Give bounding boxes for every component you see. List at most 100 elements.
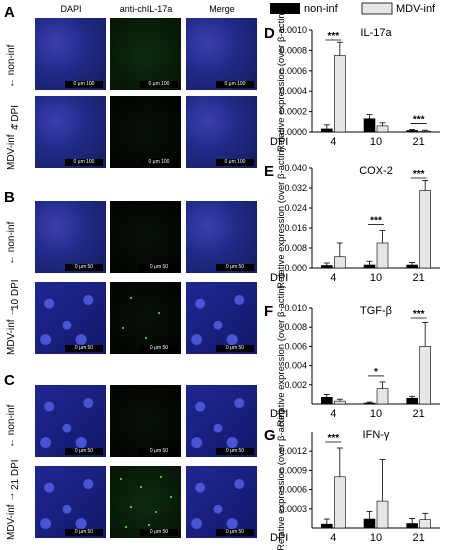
column-header-dapi: DAPI (60, 4, 82, 14)
row-label-c-mdvinf: MDV-inf → (6, 491, 17, 540)
chart-g-x-tick-label: 21 (413, 532, 425, 544)
chart-e-y-tick-label: 0.040 (284, 163, 307, 173)
scale-bar: 0 μm 50 (140, 345, 178, 352)
chart-d-title: IL-17a (360, 27, 392, 39)
chart-d-y-tick-label: 0.0000 (279, 127, 307, 137)
scale-bar: 0 μm 100 (140, 81, 178, 88)
micrograph-b-noninf-il17a: 0 μm 50 (110, 201, 181, 273)
chart-g-bar-non-inf (363, 518, 376, 529)
chart-g-x-tick-label: 4 (330, 532, 336, 544)
chart-g-bar-non-inf (321, 523, 333, 529)
chart-f-y-tick-label: 0.002 (284, 380, 307, 390)
micrograph-b-noninf-dapi: 0 μm 50 (35, 201, 106, 273)
scale-bar: 0 μm 100 (216, 159, 254, 166)
chart-e-y-tick-label: 0.032 (284, 183, 307, 193)
chart-d-x-tick-label: 10 (370, 136, 382, 148)
micrograph-a-noninf-dapi: 0 μm 100 (35, 18, 106, 90)
micrograph-a-mdvinf-il17a: 0 μm 100 (110, 96, 181, 168)
scale-bar: 0 μm 50 (65, 448, 103, 455)
chart-e-bar-mdv-inf (376, 242, 389, 269)
chart-d-significance-label: *** (327, 31, 339, 42)
chart-e-y-tick-label: 0.016 (284, 223, 307, 233)
chart-d-bar-mdv-inf (376, 125, 389, 133)
micrograph-a-noninf-merge: 0 μm 100 (186, 18, 257, 90)
chart-g-y-tick-label: 0.0006 (279, 485, 307, 495)
chart-g-y-tick-label: 0.0009 (279, 465, 307, 475)
scale-bar: 0 μm 100 (140, 159, 178, 166)
chart-g-title: IFN-γ (363, 429, 390, 441)
chart-f-panel-label: F (264, 303, 273, 320)
chart-e-x-label: DPI (270, 272, 288, 284)
scale-bar: 0 μm 100 (65, 81, 103, 88)
chart-d-panel-label: D (264, 25, 275, 42)
micrograph-c-noninf-il17a: 0 μm 50 (110, 385, 181, 457)
chart-d-y-tick-label: 0.0002 (279, 107, 307, 117)
column-header-anti-chil-17a: anti-chIL-17a (119, 4, 173, 14)
chart-d-bar-mdv-inf (334, 55, 346, 133)
chart-g-bar-mdv-inf (419, 519, 431, 529)
chart-e-y-tick-label: 0.008 (284, 243, 307, 253)
chart-f-bar-non-inf (321, 396, 333, 405)
chart-d-x-tick-label: 21 (413, 136, 425, 148)
chart-e-x-tick-label: 4 (330, 272, 336, 284)
row-label-b-mdvinf: MDV-inf → (6, 306, 17, 355)
micrograph-c-mdvinf-il17a: 0 μm 50 (110, 466, 181, 538)
row-label-b-dpi: 10 DPI (10, 279, 21, 310)
chart-e-y-tick-label: 0.024 (284, 203, 307, 213)
row-label-b-noninf: ← non-inf (6, 221, 17, 265)
chart-d-y-label: Relative expression (over β-actin) (276, 10, 287, 152)
chart-f-x-label: DPI (270, 408, 288, 420)
micrograph-b-mdvinf-il17a: 0 μm 50 (110, 282, 181, 354)
chart-f-significance-label: *** (413, 309, 425, 320)
column-header-merge: Merge (209, 4, 235, 14)
chart-f-x-tick-label: 10 (370, 408, 382, 420)
micrograph-a-noninf-il17a: 0 μm 100 (110, 18, 181, 90)
legend-swatch-non-inf (270, 3, 300, 14)
charts-svg: non-inf MDV-inf D IL-17a 0.0010 0.0008 0.000… (264, 2, 440, 550)
chart-e-bar-non-inf (363, 264, 376, 269)
chart-f-bar-mdv-inf (419, 346, 431, 405)
chart-e-title: COX-2 (359, 165, 393, 177)
micrograph-b-mdvinf-dapi: 0 μm 50 (35, 282, 106, 354)
chart-e-y-label: Relative expression (over β-actin) (276, 147, 287, 289)
scale-bar: 0 μm 50 (216, 448, 254, 455)
chart-g-bar-mdv-inf (376, 500, 389, 529)
chart-e-x-tick-label: 21 (413, 272, 425, 284)
scale-bar: 0 μm 50 (140, 529, 178, 536)
micrograph-b-noninf-merge: 0 μm 50 (186, 201, 257, 273)
scale-bar: 0 μm 100 (65, 159, 103, 166)
chart-f-significance-label: * (374, 367, 378, 378)
chart-f-bar-mdv-inf (334, 400, 346, 405)
chart-e-bar-non-inf (321, 265, 333, 269)
chart-d-x-tick-label: 4 (330, 136, 336, 148)
chart-d-y-tick-label: 0.0004 (279, 86, 307, 96)
micrograph-c-mdvinf-dapi: 0 μm 50 (35, 466, 106, 538)
chart-e-bar-mdv-inf (419, 190, 431, 269)
row-label-c-dpi: 21 DPI (10, 459, 21, 490)
row-label-a-noninf: ← non-inf (6, 44, 17, 88)
scale-bar: 0 μm 50 (65, 529, 103, 536)
chart-d-bar-non-inf (406, 130, 418, 133)
chart-f-bar-mdv-inf (376, 388, 389, 405)
chart-g-y-label: Relative expression (over β-actin) (276, 409, 287, 550)
scale-bar: 0 μm 50 (140, 448, 178, 455)
chart-e-bar-mdv-inf (334, 256, 346, 269)
chart-f-y-label: Relative expression (over β-actin) (276, 285, 287, 427)
micrograph-c-noninf-merge: 0 μm 50 (186, 385, 257, 457)
scale-bar: 0 μm 50 (65, 345, 103, 352)
chart-d-significance-label: *** (413, 114, 425, 125)
chart-g-bar-mdv-inf (334, 476, 346, 529)
legend: non-inf MDV-inf (270, 2, 436, 15)
chart-d-y-tick-label: 0.0006 (279, 66, 307, 76)
micrograph-a-mdvinf-dapi: 0 μm 100 (35, 96, 106, 168)
panel-label-a: A (4, 4, 15, 21)
chart-d-x-label: DPI (270, 136, 288, 148)
chart-d-bar-non-inf (321, 128, 333, 133)
chart-f-bar-non-inf (406, 397, 418, 405)
chart-g-panel-label: G (264, 427, 276, 444)
chart-f-y-tick-label: 0.010 (284, 303, 307, 313)
chart-g-y-tick-label: 0.0012 (279, 446, 307, 456)
legend-label-non-inf: non-inf (304, 3, 339, 15)
panel-label-b: B (4, 189, 15, 206)
chart-g-x-tick-label: 10 (370, 532, 382, 544)
